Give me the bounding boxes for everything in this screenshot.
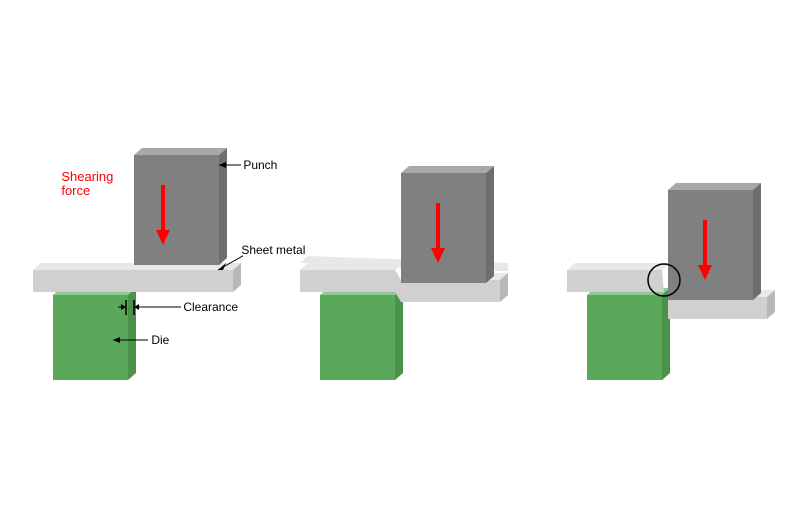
stage-1-svg (23, 130, 243, 390)
clearance-label: Clearance (183, 300, 238, 314)
punch-shape (401, 166, 494, 283)
stage-3 (557, 130, 777, 390)
stage-3-svg (557, 130, 777, 390)
sheet-shape (33, 263, 241, 292)
stage-2-svg (290, 130, 510, 390)
stage-1: Shearingforce Punch Sheet metal Clearanc… (23, 130, 243, 390)
die-shape (587, 288, 670, 380)
die-shape (53, 288, 136, 380)
punch-label: Punch (243, 158, 277, 172)
diagram-container: Shearingforce Punch Sheet metal Clearanc… (0, 130, 800, 390)
stage-2 (290, 130, 510, 390)
die-shape (320, 288, 403, 380)
punch-shape (134, 148, 227, 265)
die-label: Die (151, 333, 169, 347)
shearing-force-label: Shearingforce (61, 170, 113, 199)
shearing-force-text: Shearingforce (61, 169, 113, 198)
punch-shape (668, 183, 761, 300)
